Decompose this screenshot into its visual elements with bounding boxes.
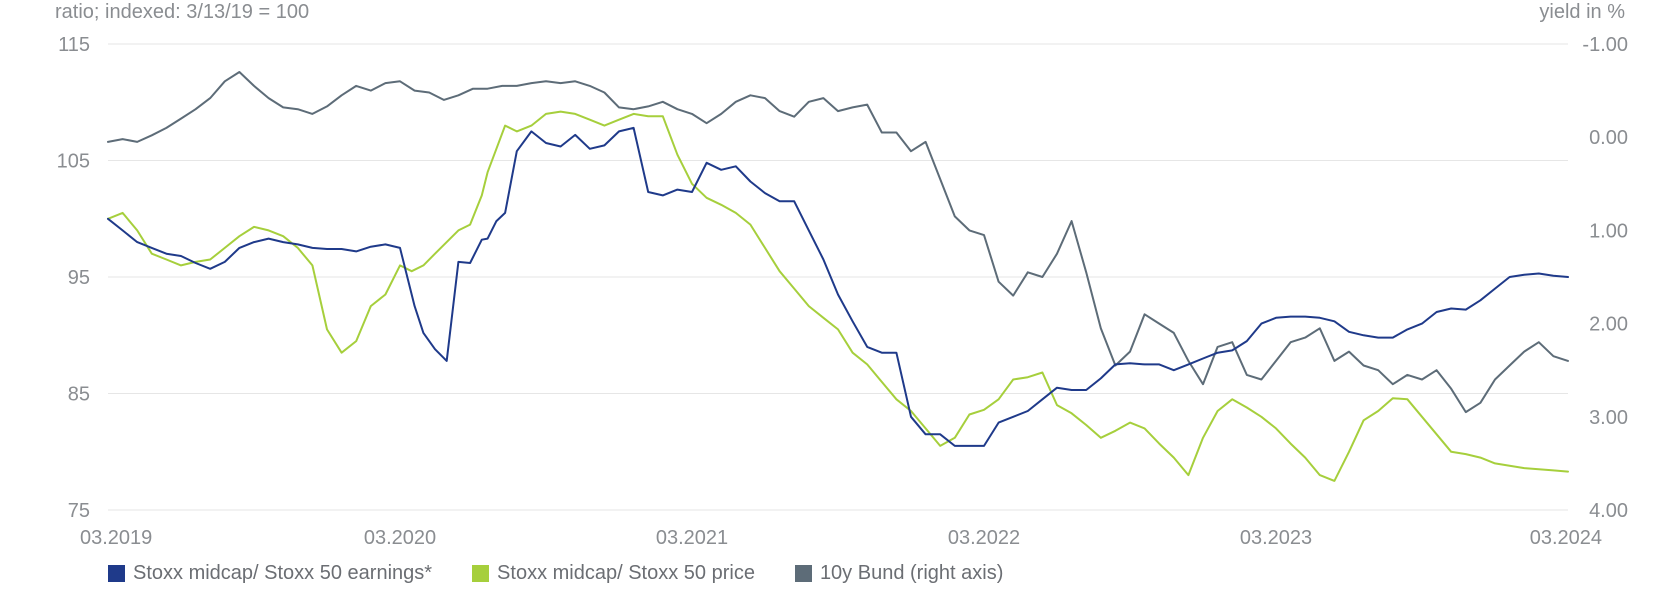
series-lines — [108, 72, 1568, 481]
right-tick-label: 4.00 — [1589, 500, 1628, 522]
legend-item-price[interactable]: Stoxx midcap/ Stoxx 50 price — [472, 562, 755, 585]
right-axis-ticks: -1.00 0.00 1.00 2.00 3.00 4.00 — [1582, 34, 1628, 522]
legend-swatch-earnings — [108, 565, 125, 582]
right-tick-label: 3.00 — [1589, 407, 1628, 429]
legend-item-bund[interactable]: 10y Bund (right axis) — [795, 562, 1003, 585]
legend-label-earnings: Stoxx midcap/ Stoxx 50 earnings* — [133, 562, 432, 585]
left-tick-label: 85 — [68, 384, 90, 406]
legend: Stoxx midcap/ Stoxx 50 earnings* Stoxx m… — [108, 562, 1003, 585]
x-tick-label: 03.2019 — [80, 527, 152, 549]
right-tick-label: 2.00 — [1589, 314, 1628, 336]
right-tick-label: -1.00 — [1582, 34, 1628, 56]
left-tick-label: 75 — [68, 500, 90, 522]
legend-label-price: Stoxx midcap/ Stoxx 50 price — [497, 562, 755, 585]
left-axis-label: ratio; indexed: 3/13/19 = 100 — [55, 1, 309, 23]
left-tick-label: 105 — [57, 151, 90, 173]
legend-swatch-bund — [795, 565, 812, 582]
x-tick-label: 03.2020 — [364, 527, 436, 549]
left-axis-ticks: 115 105 95 85 75 — [57, 34, 90, 522]
right-tick-label: 1.00 — [1589, 220, 1628, 242]
legend-label-bund: 10y Bund (right axis) — [820, 562, 1003, 585]
series-line-earnings — [108, 128, 1568, 446]
right-axis-label: yield in % — [1539, 1, 1625, 23]
left-tick-label: 115 — [58, 34, 90, 56]
right-tick-label: 0.00 — [1589, 127, 1628, 149]
x-tick-label: 03.2023 — [1240, 527, 1312, 549]
x-tick-label: 03.2021 — [656, 527, 728, 549]
x-axis-ticks: 03.2019 03.2020 03.2021 03.2022 03.2023 03.20… — [80, 527, 1602, 549]
legend-swatch-price — [472, 565, 489, 582]
x-tick-label: 03.2022 — [948, 527, 1020, 549]
line-chart: ratio; indexed: 3/13/19 = 100 yield in %… — [0, 0, 1654, 591]
series-line-bund — [108, 72, 1568, 412]
left-tick-label: 95 — [68, 267, 90, 289]
x-tick-label: 03.2024 — [1530, 527, 1602, 549]
legend-item-earnings[interactable]: Stoxx midcap/ Stoxx 50 earnings* — [108, 562, 432, 585]
gridlines — [108, 44, 1568, 510]
